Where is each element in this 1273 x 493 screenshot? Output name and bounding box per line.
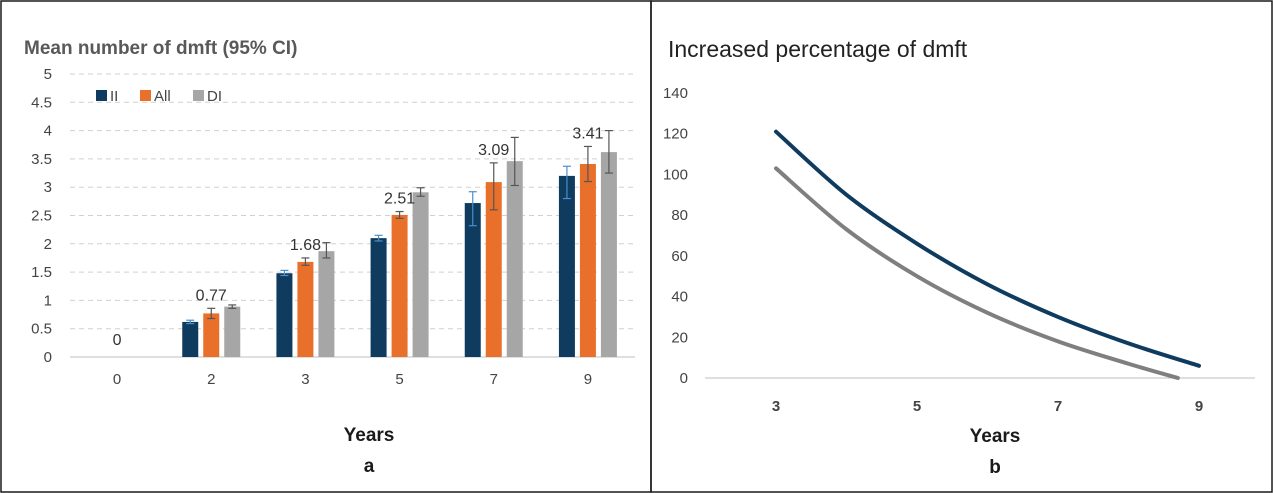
y-tick-label: 1 [44, 292, 52, 309]
y-tick-label: 0 [44, 349, 52, 366]
x-tick-label: 5 [913, 398, 921, 415]
chart-b-title: Increased percentage of dmft [668, 36, 968, 62]
chart-a-title: Mean number of dmft (95% CI) [24, 38, 297, 59]
data-label: 2.51 [384, 191, 415, 208]
bar-di [224, 306, 241, 357]
y-tick-label: 120 [663, 126, 688, 143]
series-line-2 [774, 166, 1180, 380]
bar-all [297, 261, 314, 357]
y-tick-label: 60 [671, 248, 688, 265]
legend-label-di: DI [207, 88, 222, 105]
y-tick-label: 5 [44, 66, 52, 83]
legend-swatch-all [140, 90, 151, 101]
y-tick-label: 100 [663, 166, 688, 183]
bar-all [391, 214, 408, 357]
bar-ii [464, 203, 481, 357]
bar-di [412, 192, 429, 357]
bar-di [506, 161, 523, 357]
data-label: 3.41 [572, 125, 603, 142]
bar-ii [558, 175, 575, 357]
bar-di [600, 152, 617, 357]
y-tick-label: 1.5 [31, 264, 52, 281]
panel-b-border [650, 0, 1273, 493]
bar-all [203, 313, 220, 357]
x-tick-label: 9 [1195, 398, 1203, 415]
x-tick-label: 3 [301, 371, 309, 388]
x-tick-label: 0 [113, 371, 121, 388]
x-tick-label: 7 [490, 371, 498, 388]
data-label: 0 [113, 332, 122, 349]
y-tick-label: 140 [663, 85, 688, 102]
y-tick-label: 80 [671, 207, 688, 224]
bar-ii [182, 321, 199, 357]
legend-label-ii: II [110, 88, 118, 105]
y-tick-label: 2 [44, 236, 52, 253]
y-tick-label: 40 [671, 289, 688, 306]
chart-b-x-axis-title: Years [970, 426, 1021, 447]
y-tick-label: 2.5 [31, 208, 52, 225]
legend-label-all: All [154, 88, 171, 105]
chart-b-panel-label: b [989, 457, 1001, 478]
legend-swatch-di [193, 90, 204, 101]
data-label: 0.77 [196, 287, 227, 304]
x-tick-label: 5 [395, 371, 403, 388]
y-tick-label: 0 [680, 370, 688, 387]
x-tick-label: 2 [207, 371, 215, 388]
bar-ii [276, 273, 293, 357]
bar-di [318, 251, 335, 357]
chart-a-plot: 0 0.5 1 1.5 2 2.5 3 3.5 4 4.5 5 0 2 3 5 7 9 0 0.77 1.68 2.51… [31, 66, 635, 388]
y-tick-label: 4.5 [31, 94, 52, 111]
legend-swatch-ii [96, 90, 107, 101]
y-tick-label: 20 [671, 329, 688, 346]
chart-a-panel-label: a [364, 456, 375, 477]
bar-all [485, 182, 502, 357]
bar-all [579, 163, 596, 357]
data-label: 3.09 [478, 142, 509, 159]
series-line-1 [774, 129, 1201, 368]
x-tick-label: 3 [772, 398, 780, 415]
y-tick-label: 3.5 [31, 151, 52, 168]
chart-a-x-axis-title: Years [344, 425, 395, 446]
bar-ii [370, 238, 387, 357]
data-label: 1.68 [290, 237, 321, 254]
y-tick-label: 4 [44, 123, 52, 140]
y-tick-label: 0.5 [31, 321, 52, 338]
x-tick-label: 9 [584, 371, 592, 388]
chart-b-plot: 0 20 40 60 80 100 120 140 3 5 7 9 [663, 85, 1255, 415]
x-tick-label: 7 [1054, 398, 1062, 415]
y-tick-label: 3 [44, 179, 52, 196]
